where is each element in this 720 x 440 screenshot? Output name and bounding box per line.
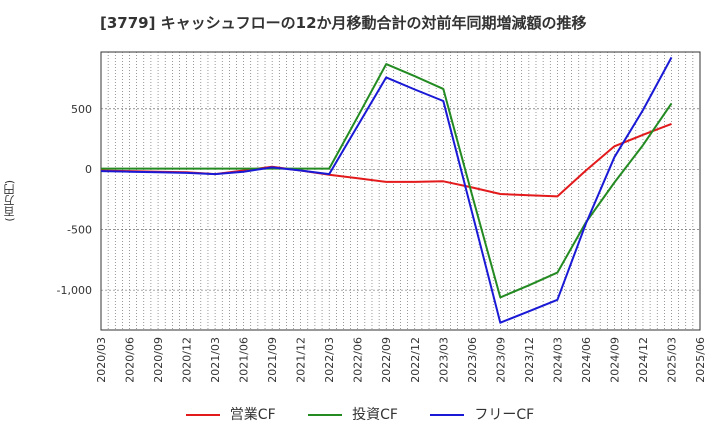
x-tick-label: 2020/12 bbox=[181, 337, 194, 383]
x-tick-label: 2022/06 bbox=[352, 337, 365, 383]
y-tick-label: -500 bbox=[67, 224, 92, 237]
x-tick-label: 2022/03 bbox=[323, 337, 336, 383]
x-tick-label: 2022/09 bbox=[380, 337, 393, 383]
x-tick-label: 2024/12 bbox=[637, 337, 650, 383]
legend-item-investing-cf: 投資CF bbox=[308, 404, 398, 424]
x-tick-label: 2021/09 bbox=[266, 337, 279, 383]
y-tick-label: -1,000 bbox=[57, 284, 92, 297]
legend-swatch-operating-cf bbox=[185, 414, 220, 416]
legend-item-free-cf: フリーCF bbox=[430, 404, 534, 424]
x-tick-label: 2021/06 bbox=[238, 337, 251, 383]
x-tick-label: 2023/09 bbox=[494, 337, 507, 383]
legend: 営業CF 投資CF フリーCF bbox=[0, 404, 720, 424]
x-tick-label: 2022/12 bbox=[409, 337, 422, 383]
legend-item-operating-cf: 営業CF bbox=[185, 404, 276, 424]
series-line-2 bbox=[100, 56, 673, 324]
x-tick-label: 2020/06 bbox=[124, 337, 137, 383]
x-tick-label: 2024/03 bbox=[551, 337, 564, 383]
x-tick-label: 2024/09 bbox=[608, 337, 621, 383]
y-tick-label: 500 bbox=[71, 103, 92, 116]
x-tick-label: 2025/06 bbox=[694, 337, 707, 383]
legend-label-investing-cf: 投資CF bbox=[352, 407, 398, 423]
x-tick-label: 2024/06 bbox=[580, 337, 593, 383]
legend-label-free-cf: フリーCF bbox=[474, 407, 535, 423]
x-tick-label: 2023/06 bbox=[466, 337, 479, 383]
chart-title: [3779] キャッシュフローの12か月移動合計の対前年同期増減額の推移 bbox=[100, 14, 587, 32]
x-tick-label: 2025/03 bbox=[665, 337, 678, 383]
x-tick-label: 2021/03 bbox=[209, 337, 222, 383]
x-tick-label: 2020/03 bbox=[95, 337, 108, 383]
legend-swatch-investing-cf bbox=[308, 414, 343, 416]
line-chart: 500 0 -500 -1,000 2020/03 2020/06 2020/09 2020/… bbox=[57, 51, 707, 383]
legend-swatch-free-cf bbox=[430, 414, 465, 416]
y-tick-label: 0 bbox=[85, 163, 92, 176]
x-tick-label: 2021/12 bbox=[295, 337, 308, 383]
x-tick-label: 2023/03 bbox=[437, 337, 450, 383]
x-tick-label: 2020/09 bbox=[152, 337, 165, 383]
x-tick-label: 2023/12 bbox=[523, 337, 536, 383]
series-line-1 bbox=[101, 63, 673, 299]
legend-label-operating-cf: 営業CF bbox=[229, 407, 276, 423]
